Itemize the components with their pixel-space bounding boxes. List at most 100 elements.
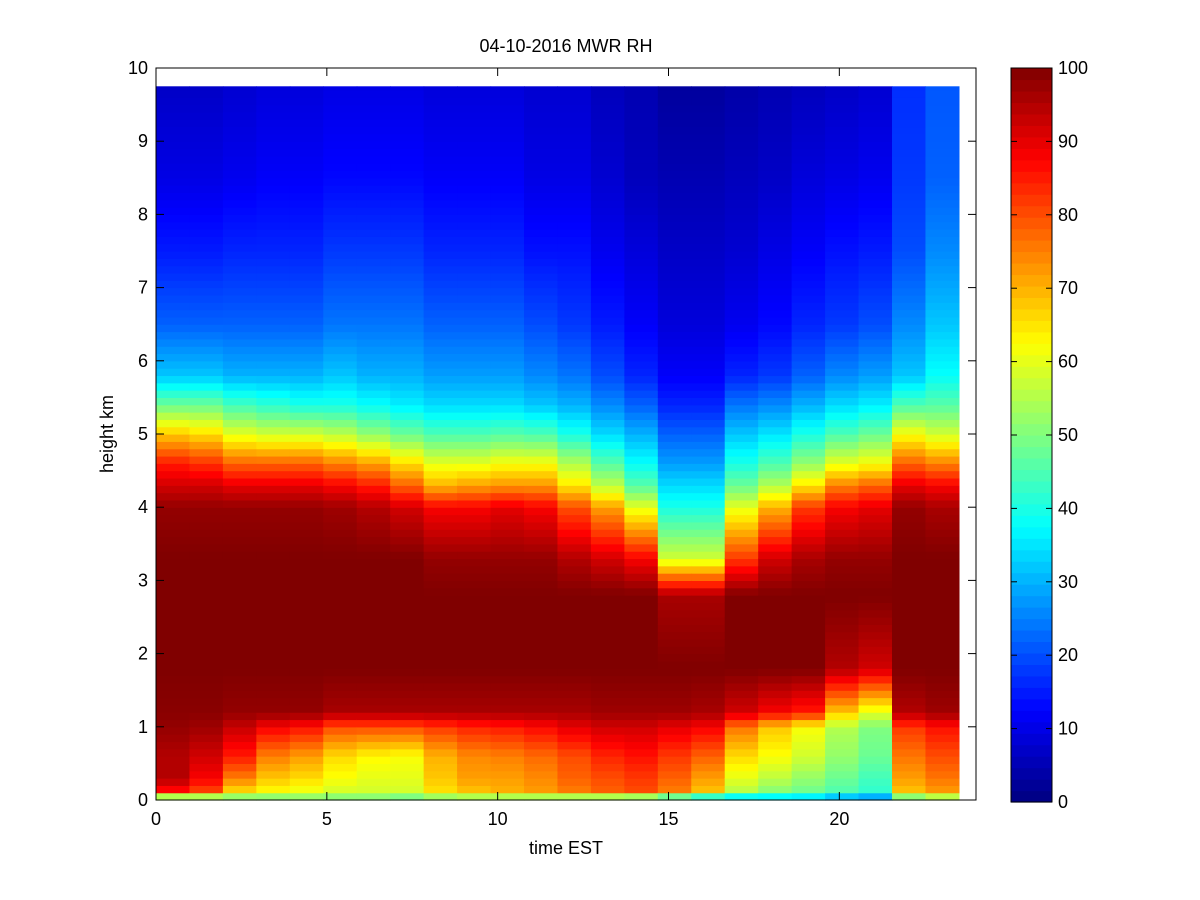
heatmap-cell (825, 463, 860, 472)
heatmap-cell (256, 177, 291, 186)
heatmap-cell (524, 770, 559, 779)
colorbar-swatch (1011, 629, 1052, 643)
heatmap-cell (657, 382, 692, 391)
heatmap-cell (925, 595, 960, 603)
heatmap-cell (490, 141, 525, 150)
heatmap-cell (825, 653, 860, 662)
heatmap-cell (490, 360, 525, 369)
heatmap-cell (356, 485, 391, 494)
heatmap-cell (222, 697, 257, 706)
heatmap-cell (791, 448, 826, 457)
heatmap-cell (825, 104, 860, 113)
heatmap-cell (323, 324, 358, 333)
heatmap-cell (356, 97, 391, 106)
heatmap-cell (423, 287, 458, 296)
heatmap-cell (590, 675, 625, 684)
heatmap-cell (356, 207, 391, 215)
heatmap-cell (892, 448, 927, 457)
heatmap-cell (892, 529, 927, 538)
heatmap-cell (323, 448, 358, 457)
heatmap-cell (724, 734, 759, 743)
heatmap-cell (390, 192, 425, 201)
heatmap-cell (825, 697, 860, 706)
heatmap-cell (390, 412, 425, 420)
heatmap-cell (222, 485, 257, 494)
heatmap-cell (892, 602, 927, 611)
heatmap-cell (189, 163, 224, 172)
heatmap-cell (423, 207, 458, 215)
heatmap-cell (624, 792, 659, 801)
heatmap-cell (691, 631, 726, 640)
heatmap-cell (758, 309, 793, 318)
heatmap-cell (624, 441, 659, 450)
heatmap-cell (323, 346, 358, 355)
heatmap-cell (156, 617, 191, 625)
heatmap-cell (390, 221, 425, 230)
heatmap-cell (825, 192, 860, 201)
heatmap-cell (724, 316, 759, 325)
heatmap-cell (758, 141, 793, 150)
heatmap-cell (557, 434, 592, 442)
heatmap-cell (390, 382, 425, 391)
heatmap-cell (724, 485, 759, 494)
heatmap-cell (156, 734, 191, 743)
heatmap-cell (289, 309, 324, 318)
heatmap-cell (189, 280, 224, 289)
heatmap-cell (825, 573, 860, 581)
heatmap-cell (657, 646, 692, 655)
heatmap-cell (925, 353, 960, 362)
heatmap-cell (624, 499, 659, 508)
heatmap-cell (858, 712, 893, 721)
heatmap-cell (189, 565, 224, 574)
heatmap-cell (323, 119, 358, 128)
heatmap-cell (356, 756, 391, 764)
heatmap-cell (791, 477, 826, 486)
heatmap-cell (825, 617, 860, 625)
heatmap-cell (791, 111, 826, 120)
colorbar-tick-label: 20 (1058, 645, 1078, 665)
heatmap-cell (791, 265, 826, 274)
colorbar-swatch (1011, 343, 1052, 356)
heatmap-cell (356, 272, 391, 281)
heatmap-cell (657, 499, 692, 508)
heatmap-cell (624, 770, 659, 779)
heatmap-cell (457, 668, 492, 677)
heatmap-cell (256, 86, 291, 91)
heatmap-cell (691, 434, 726, 442)
heatmap-cell (892, 170, 927, 179)
heatmap-cell (724, 207, 759, 215)
heatmap-cell (791, 185, 826, 194)
heatmap-cell (791, 748, 826, 757)
heatmap-cell (457, 251, 492, 259)
heatmap-cell (825, 492, 860, 501)
heatmap-cell (758, 346, 793, 355)
heatmap-cell (724, 778, 759, 786)
heatmap-cell (758, 302, 793, 311)
heatmap-cell (758, 111, 793, 120)
heatmap-cell (791, 595, 826, 603)
heatmap-cell (590, 360, 625, 369)
colorbar-swatch (1011, 194, 1052, 207)
heatmap-cell (892, 324, 927, 333)
heatmap-cell (724, 748, 759, 757)
heatmap-cell (657, 148, 692, 157)
heatmap-cell (356, 726, 391, 735)
heatmap-cell (791, 602, 826, 611)
heatmap-cell (189, 624, 224, 633)
heatmap-cell (624, 646, 659, 655)
x-tick-label: 10 (488, 809, 508, 829)
heatmap-cell (724, 690, 759, 699)
heatmap-cell (423, 258, 458, 267)
heatmap-cell (758, 221, 793, 230)
heatmap-cell (825, 185, 860, 194)
heatmap-cell (758, 455, 793, 464)
heatmap-cell (557, 243, 592, 252)
heatmap-cell (557, 770, 592, 779)
heatmap-cell (423, 163, 458, 172)
heatmap-cell (423, 346, 458, 355)
heatmap-cell (858, 521, 893, 530)
heatmap-cell (457, 558, 492, 567)
heatmap-cell (657, 251, 692, 259)
heatmap-cell (156, 463, 191, 472)
heatmap-cell (590, 704, 625, 713)
